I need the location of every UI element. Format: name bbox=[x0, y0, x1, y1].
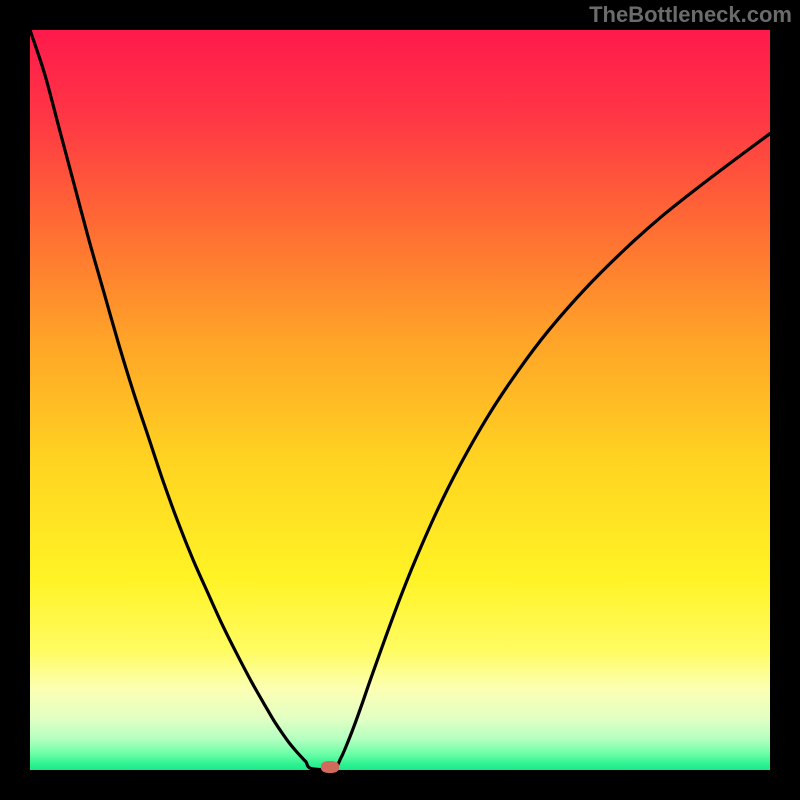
chart-frame: TheBottleneck.com bbox=[0, 0, 800, 800]
plot-area bbox=[30, 30, 770, 770]
current-config-marker bbox=[321, 761, 339, 773]
watermark-label: TheBottleneck.com bbox=[589, 2, 792, 28]
bottleneck-curve-path bbox=[30, 30, 770, 770]
bottleneck-curve bbox=[30, 30, 770, 770]
